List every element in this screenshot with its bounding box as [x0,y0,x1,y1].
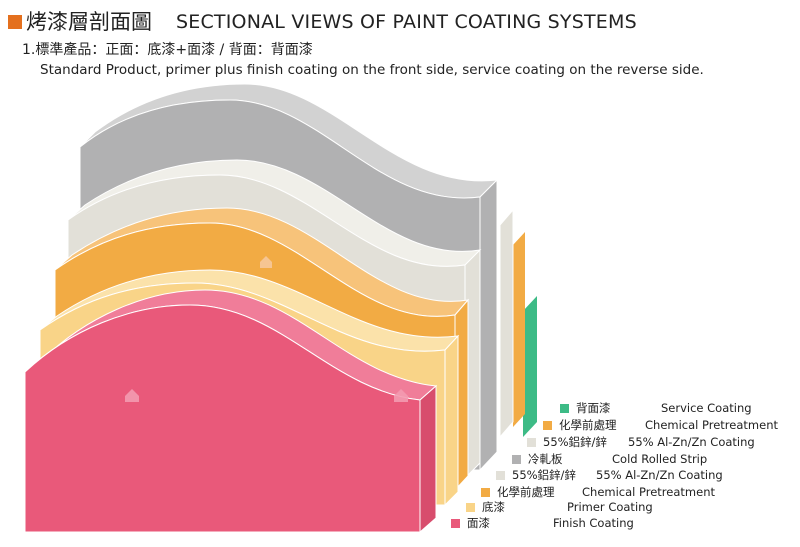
service-coating-layer [523,296,537,437]
header: 烤漆層剖面圖 SECTIONAL VIEWS OF PAINT COATING … [8,9,792,39]
primer-coating-side [444,334,459,507]
watermark-icon [260,256,272,268]
watermark-icon [125,389,139,402]
chemical-pretreatment-back-layer [513,232,525,427]
title-english: SECTIONAL VIEWS OF PAINT COATING SYSTEMS [176,11,637,33]
title-chinese: 烤漆層剖面圖 [26,10,152,34]
title-marker [8,15,22,29]
chemical-pretreatment-back-side [513,232,525,427]
finish-coating-layer [24,289,438,534]
finish-coating-face [24,304,421,533]
subtitle-english: Standard Product, primer plus finish coa… [40,62,704,78]
alznc-back-side [499,208,514,439]
watermark-icon [394,389,408,402]
subtitle-chinese: 1.標準產品：正面：底漆+面漆 / 背面：背面漆 [22,42,313,58]
alznc-coating-back-layer [499,208,514,439]
finish-coating-side [419,384,437,534]
cold-rolled-strip-side [479,178,498,472]
service-coating-side [523,296,537,437]
